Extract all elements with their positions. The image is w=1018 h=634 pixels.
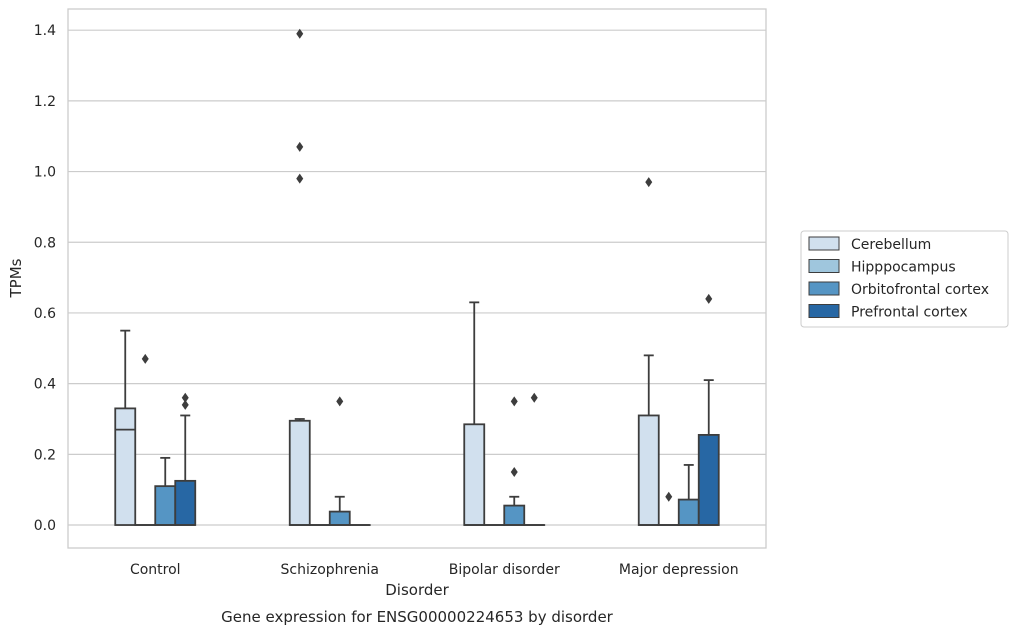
plot-frame bbox=[67, 8, 767, 549]
outlier-point bbox=[296, 141, 304, 152]
box-body bbox=[174, 479, 197, 526]
outlier-point bbox=[530, 392, 538, 403]
legend-swatch bbox=[808, 259, 840, 273]
outlier-point bbox=[296, 173, 304, 184]
y-tick-labels: 0.0 0.2 0.4 0.6 0.8 1.0 1.2 1.4 bbox=[34, 23, 56, 534]
legend-label: Hipppocampus bbox=[851, 260, 956, 276]
x-tick-labels: Control Schizophrenia Bipolar disorder Majo… bbox=[130, 562, 739, 578]
box-groups bbox=[114, 28, 720, 526]
box-cerebellum bbox=[114, 329, 137, 526]
outlier-point bbox=[336, 396, 344, 407]
box-cerebellum bbox=[463, 301, 486, 526]
legend-label: Cerebellum bbox=[851, 237, 931, 253]
legend-label: Orbitofrontal cortex bbox=[851, 282, 989, 298]
box-prefrontal-cortex bbox=[697, 293, 720, 526]
x-tick-label: Control bbox=[130, 562, 181, 578]
legend-items: Cerebellum Hipppocampus Orbitofrontal cort… bbox=[808, 236, 989, 321]
outlier-point bbox=[296, 28, 304, 39]
box-body bbox=[328, 510, 351, 526]
legend-swatch bbox=[808, 281, 840, 296]
outlier-point bbox=[141, 353, 149, 364]
box-prefrontal-cortex bbox=[174, 392, 197, 526]
y-tick-label: 0.2 bbox=[34, 447, 56, 463]
box-cerebellum bbox=[288, 28, 311, 526]
legend-swatch bbox=[808, 236, 840, 251]
x-tick-label: Bipolar disorder bbox=[449, 562, 560, 578]
box-body bbox=[463, 423, 486, 526]
box-body bbox=[677, 498, 700, 526]
outlier-point bbox=[181, 392, 189, 403]
plot-area bbox=[68, 9, 766, 548]
outlier-point bbox=[510, 396, 518, 407]
box-orbitofrontal-cortex bbox=[328, 396, 351, 526]
chart-caption: Gene expression for ENSG00000224653 by d… bbox=[221, 608, 614, 626]
y-tick-label: 0.8 bbox=[34, 235, 56, 251]
outlier-point bbox=[645, 177, 653, 188]
legend-frame bbox=[800, 230, 1009, 328]
y-tick-label: 0.0 bbox=[34, 518, 56, 534]
box-prefrontal-cortex bbox=[523, 392, 546, 526]
outlier-point bbox=[665, 491, 673, 502]
x-axis-label: Disorder bbox=[385, 581, 449, 599]
box-body bbox=[288, 419, 311, 526]
outlier-point bbox=[181, 399, 189, 410]
outlier-point bbox=[705, 293, 713, 304]
box-body bbox=[154, 485, 177, 526]
box-body bbox=[637, 414, 660, 526]
y-axis-label: TPMs bbox=[7, 258, 25, 298]
y-tick-label: 1.0 bbox=[34, 165, 56, 181]
legend: Cerebellum Hipppocampus Orbitofrontal cort… bbox=[800, 230, 1009, 328]
legend-label: Prefrontal cortex bbox=[851, 305, 968, 321]
box-orbitofrontal-cortex bbox=[503, 396, 526, 526]
outlier-point bbox=[510, 467, 518, 478]
box-cerebellum bbox=[637, 177, 660, 526]
x-tick-label: Schizophrenia bbox=[281, 562, 379, 578]
legend-swatch bbox=[808, 304, 840, 318]
box-body bbox=[697, 433, 720, 526]
box-body bbox=[114, 407, 137, 526]
x-tick-label: Major depression bbox=[619, 562, 739, 578]
y-tick-label: 1.2 bbox=[34, 94, 56, 110]
y-tick-label: 0.6 bbox=[34, 306, 56, 322]
box-body bbox=[503, 504, 526, 526]
y-tick-label: 0.4 bbox=[34, 377, 56, 393]
y-tick-label: 1.4 bbox=[34, 23, 56, 39]
gridlines bbox=[68, 29, 766, 526]
